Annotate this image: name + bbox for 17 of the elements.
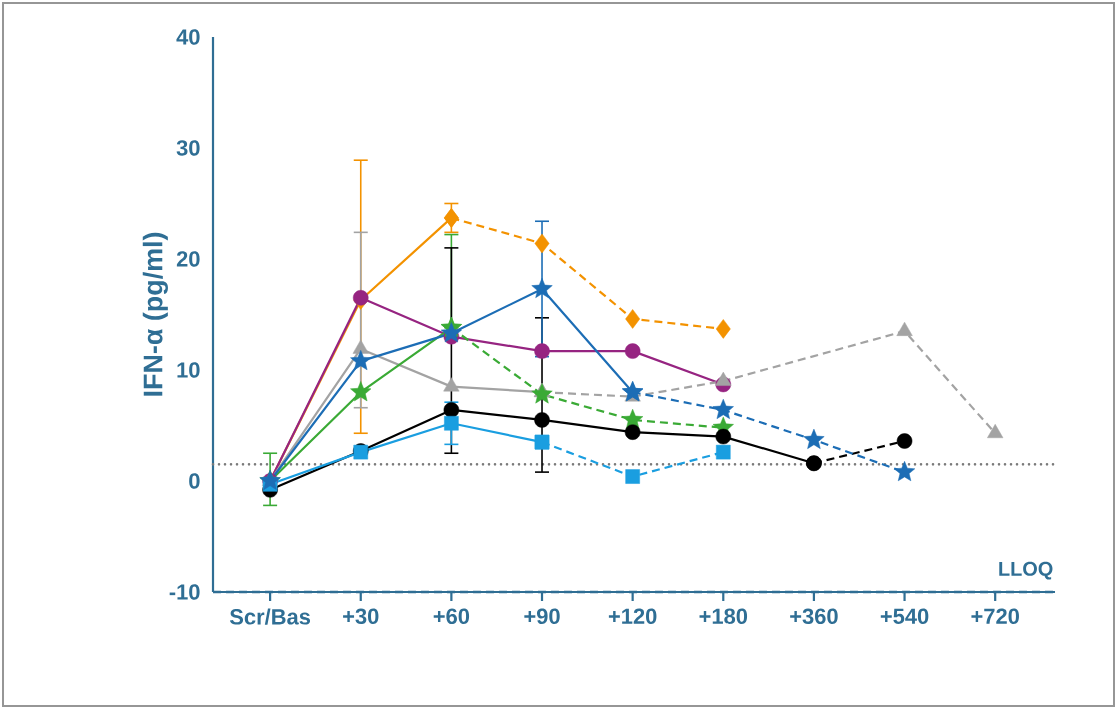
x-tick-label: +720 <box>971 608 1019 625</box>
y-tick-label: -10 <box>169 584 200 600</box>
y-axis-title: IFN-α (pg/ml) <box>142 232 168 396</box>
x-tick-label: +30 <box>343 608 379 625</box>
y-tick-label: 40 <box>176 29 200 45</box>
x-tick-label: +60 <box>433 608 470 625</box>
x-tick-label: +120 <box>608 608 657 625</box>
x-tick-label: Scr/Bas <box>229 608 311 625</box>
y-tick-label: 10 <box>177 362 200 378</box>
y-tick-label: 30 <box>176 140 200 156</box>
x-tick-label: +360 <box>790 608 838 625</box>
x-tick-label: +180 <box>699 608 748 625</box>
x-tick-label: +540 <box>880 608 929 625</box>
y-tick-label: 20 <box>176 251 200 267</box>
ref-line-label: LLOQ <box>999 561 1053 580</box>
y-tick-label: 0 <box>189 473 200 489</box>
x-tick-label: +90 <box>524 608 560 625</box>
